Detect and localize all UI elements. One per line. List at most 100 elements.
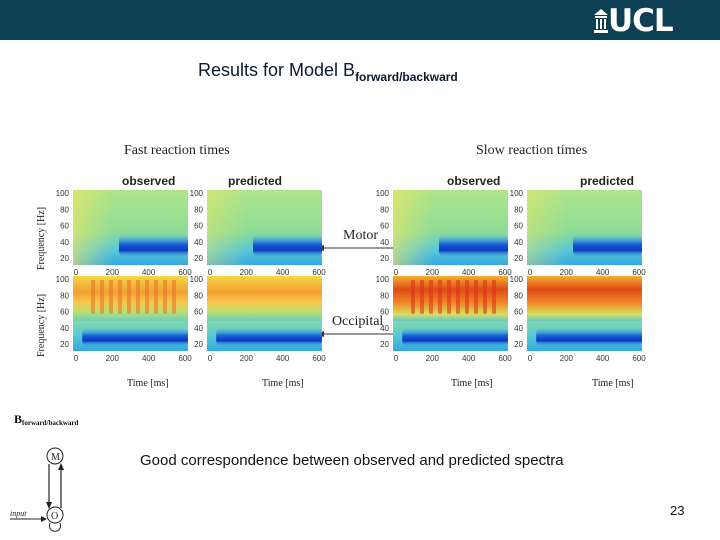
group-title-slow: Slow reaction times bbox=[476, 143, 587, 158]
heatmap-early-motor-slow-observed bbox=[393, 190, 434, 265]
y-tick-label: 80 bbox=[60, 291, 69, 300]
slide-title: Results for Model Bforward/backward bbox=[198, 60, 458, 84]
xlabel-fast-observed: Time [ms] bbox=[127, 378, 169, 389]
x-tick-label: 200 bbox=[560, 268, 574, 277]
heatmap-early-motor-slow-predicted bbox=[527, 190, 568, 265]
xlabel-slow-observed: Time [ms] bbox=[451, 378, 493, 389]
y-tick-label: 20 bbox=[514, 254, 523, 263]
heatmap-stripe-occipital-fast-observed bbox=[145, 280, 149, 314]
y-tick-label: 20 bbox=[60, 254, 69, 263]
y-tick-label: 60 bbox=[380, 308, 389, 317]
heatmap-stripe-occipital-slow-observed bbox=[492, 280, 496, 314]
y-tick-label: 40 bbox=[514, 238, 523, 247]
x-tick-label: 600 bbox=[632, 268, 646, 277]
heatmap-stripe-occipital-fast-observed bbox=[172, 280, 176, 314]
x-tick-label: 400 bbox=[462, 354, 476, 363]
x-tick-label: 0 bbox=[208, 268, 213, 277]
x-tick-label: 600 bbox=[178, 354, 192, 363]
spectra-figure: Fast reaction times Slow reaction times … bbox=[30, 135, 710, 395]
heatmap-stripe-occipital-fast-observed bbox=[91, 280, 95, 314]
heatmap-early-motor-fast-observed bbox=[73, 190, 114, 265]
y-tick-label: 80 bbox=[60, 205, 69, 214]
y-tick-label: 80 bbox=[514, 291, 523, 300]
col-title-slow-predicted: predicted bbox=[580, 174, 634, 188]
y-tick-label: 20 bbox=[60, 340, 69, 349]
x-tick-label: 200 bbox=[426, 268, 440, 277]
x-tick-label: 0 bbox=[394, 354, 399, 363]
x-tick-label: 600 bbox=[632, 354, 646, 363]
y-tick-label: 100 bbox=[376, 275, 390, 284]
header-bar: UCL bbox=[0, 0, 720, 40]
heatmap-stripe-occipital-fast-observed bbox=[136, 280, 140, 314]
heatmap-stripe-occipital-slow-observed bbox=[438, 280, 442, 314]
heatmap-stripe-occipital-slow-observed bbox=[411, 280, 415, 314]
x-tick-label: 400 bbox=[142, 268, 156, 277]
node-o-circle bbox=[46, 506, 64, 524]
x-tick-label: 200 bbox=[560, 354, 574, 363]
heatmap-stripe-occipital-fast-observed bbox=[100, 280, 104, 314]
x-tick-label: 400 bbox=[142, 354, 156, 363]
x-tick-label: 0 bbox=[74, 354, 79, 363]
y-tick-label: 20 bbox=[194, 254, 203, 263]
y-tick-label: 100 bbox=[190, 189, 204, 198]
heatmap-hot-occipital-fast-predicted bbox=[207, 276, 322, 321]
x-tick-label: 400 bbox=[276, 354, 290, 363]
heatmap-stripe-occipital-slow-observed bbox=[474, 280, 478, 314]
self-connection-o bbox=[48, 522, 62, 532]
x-tick-label: 0 bbox=[74, 268, 79, 277]
y-tick-label: 60 bbox=[60, 222, 69, 231]
col-title-fast-observed: observed bbox=[122, 174, 175, 188]
x-tick-label: 200 bbox=[240, 268, 254, 277]
x-tick-label: 0 bbox=[208, 354, 213, 363]
heatmap-stripe-occipital-fast-observed bbox=[109, 280, 113, 314]
heatmap-stripe-occipital-fast-observed bbox=[118, 280, 122, 314]
y-tick-label: 60 bbox=[60, 308, 69, 317]
heatmap-band-motor-slow-observed bbox=[439, 233, 508, 258]
node-m-label: M bbox=[51, 452, 60, 463]
heatmap-stripe-occipital-slow-observed bbox=[483, 280, 487, 314]
node-m-circle bbox=[46, 447, 64, 465]
x-tick-label: 200 bbox=[240, 354, 254, 363]
y-tick-label: 40 bbox=[60, 324, 69, 333]
x-tick-label: 0 bbox=[528, 354, 533, 363]
y-tick-label: 100 bbox=[510, 275, 524, 284]
heatmap-stripe-occipital-fast-observed bbox=[127, 280, 131, 314]
y-tick-label: 100 bbox=[56, 189, 70, 198]
y-tick-label: 20 bbox=[380, 254, 389, 263]
title-subscript: forward/backward bbox=[355, 70, 458, 84]
model-diagram: M O input bbox=[10, 447, 64, 532]
y-tick-label: 40 bbox=[60, 238, 69, 247]
logo-text: UCL bbox=[608, 3, 674, 39]
y-tick-label: 60 bbox=[514, 308, 523, 317]
heatmap-band-motor-slow-predicted bbox=[573, 233, 642, 258]
heatmap-band-occipital-fast-observed bbox=[82, 327, 188, 347]
model-label-subscript: forward/backward bbox=[22, 419, 79, 427]
heatmap-stripe-occipital-slow-observed bbox=[420, 280, 424, 314]
heatmap-stripe-occipital-slow-observed bbox=[447, 280, 451, 314]
ucl-logo: UCL bbox=[594, 3, 674, 39]
title-main: Results for Model B bbox=[198, 60, 356, 80]
row-label-occipital: Occipital bbox=[332, 314, 383, 329]
spectra-figure-svg: Fast reaction times Slow reaction times … bbox=[36, 143, 647, 389]
y-tick-label: 20 bbox=[380, 340, 389, 349]
heatmap-hot-occipital-slow-predicted bbox=[527, 276, 642, 321]
x-tick-label: 400 bbox=[462, 268, 476, 277]
heatmap-stripe-occipital-fast-observed bbox=[163, 280, 167, 314]
y-tick-label: 60 bbox=[514, 222, 523, 231]
x-tick-label: 0 bbox=[528, 268, 533, 277]
ucl-portico-icon bbox=[594, 9, 608, 33]
y-tick-label: 60 bbox=[194, 222, 203, 231]
ylabel-occipital: Frequency [Hz] bbox=[36, 294, 47, 357]
y-tick-label: 80 bbox=[194, 291, 203, 300]
x-tick-label: 600 bbox=[498, 268, 512, 277]
x-tick-label: 600 bbox=[312, 354, 326, 363]
node-o-label: O bbox=[51, 511, 58, 522]
x-tick-label: 600 bbox=[178, 268, 192, 277]
heatmap-band-motor-fast-observed bbox=[119, 233, 188, 258]
heatmap-band-motor-fast-predicted bbox=[253, 233, 322, 258]
